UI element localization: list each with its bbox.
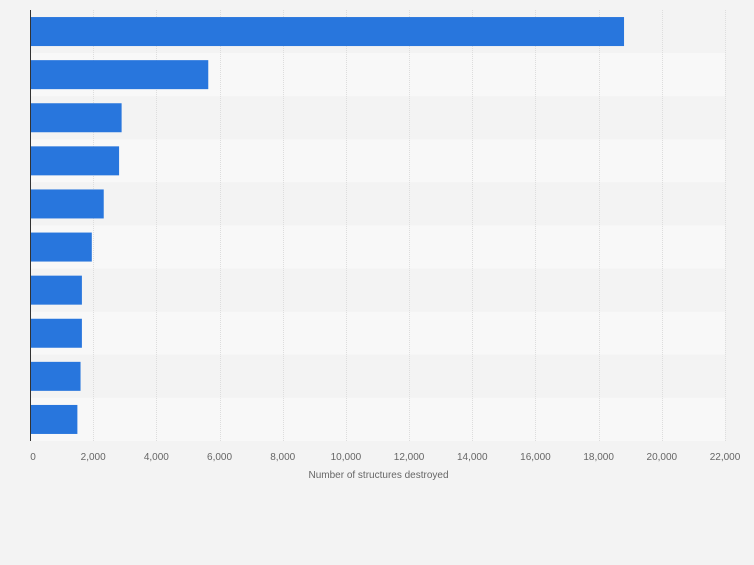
- x-axis-label: Number of structures destroyed: [308, 470, 448, 481]
- row-band: [30, 96, 725, 140]
- bars: 18804 5643 2900 2820 2334 1956 1643 1643 1600 150…: [30, 17, 625, 434]
- row-band: [30, 354, 725, 398]
- x-tick-label: 4,000: [144, 452, 169, 463]
- row-band: [30, 182, 725, 226]
- bar: 1643: [30, 275, 82, 305]
- x-tick-label: 10,000: [331, 452, 362, 463]
- bar: 2334: [30, 189, 104, 219]
- bar: 1956: [30, 232, 92, 262]
- row-bands: [30, 10, 725, 441]
- row-band: [30, 268, 725, 312]
- x-tick-label: 2,000: [81, 452, 106, 463]
- bar: 18804: [30, 17, 625, 47]
- x-tick-label: 22,000: [710, 452, 741, 463]
- bar: 1643: [30, 318, 82, 348]
- bar: 5643: [30, 60, 209, 90]
- row-band: [30, 311, 725, 355]
- bar: 2820: [30, 146, 120, 176]
- row-band: [30, 225, 725, 269]
- x-tick-label: 18,000: [583, 452, 614, 463]
- bar: 2900: [30, 103, 122, 133]
- bar: 1500: [30, 404, 78, 434]
- x-tick-labels: 0 2,000 4,000 6,000 8,000 10,000 12,000 14,000 1…: [30, 452, 741, 463]
- row-band: [30, 397, 725, 441]
- x-tick-label: 16,000: [520, 452, 551, 463]
- bar: 1600: [30, 361, 81, 391]
- x-tick-label: 0: [30, 452, 36, 463]
- x-tick-label: 14,000: [457, 452, 488, 463]
- x-tick-label: 12,000: [394, 452, 425, 463]
- x-tick-label: 6,000: [207, 452, 232, 463]
- x-tick-label: 8,000: [270, 452, 295, 463]
- x-tick-label: 20,000: [647, 452, 678, 463]
- row-band: [30, 139, 725, 183]
